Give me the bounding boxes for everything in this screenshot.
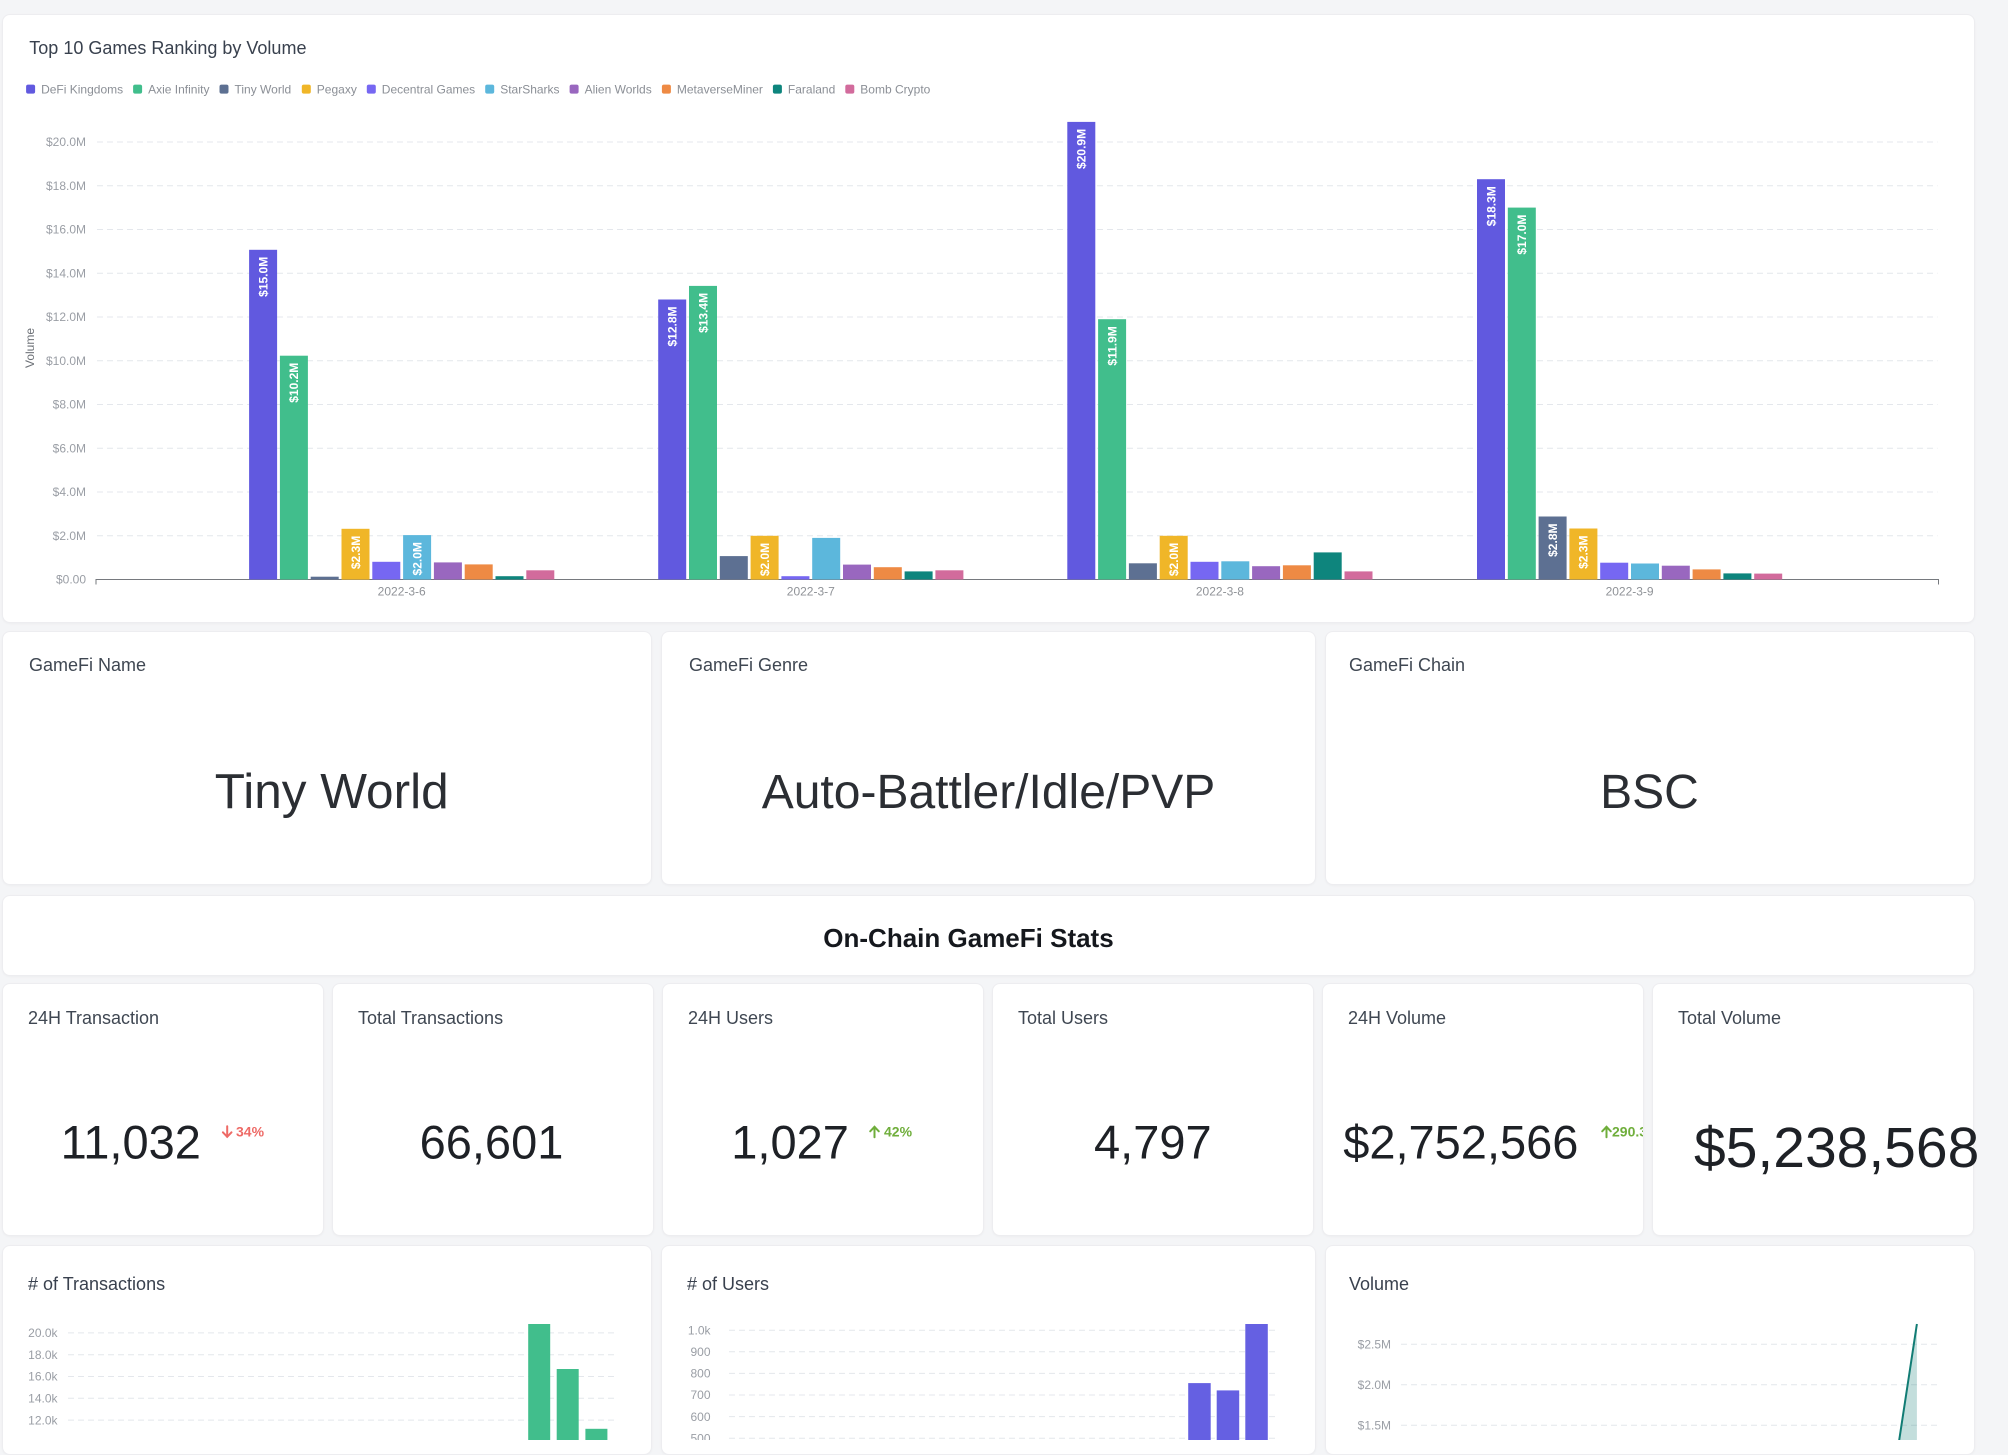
svg-text:Decentral Games: Decentral Games — [382, 83, 475, 97]
svg-text:290.3: 290.3 — [1612, 1123, 1647, 1139]
svg-text:24H Transaction: 24H Transaction — [28, 1008, 159, 1028]
svg-text:GameFi Name: GameFi Name — [29, 655, 146, 675]
svg-text:BSC: BSC — [1600, 766, 1699, 819]
svg-text:$12.8M: $12.8M — [666, 307, 680, 347]
svg-text:Alien Worlds: Alien Worlds — [585, 83, 652, 97]
svg-text:500: 500 — [690, 1431, 710, 1440]
svg-text:$18.0M: $18.0M — [46, 179, 86, 193]
svg-text:16.0k: 16.0k — [28, 1370, 58, 1384]
svg-text:$20.0M: $20.0M — [46, 135, 86, 149]
svg-text:$10.2M: $10.2M — [287, 363, 301, 403]
svg-text:$16.0M: $16.0M — [46, 223, 86, 237]
svg-text:$11.9M: $11.9M — [1105, 326, 1119, 365]
svg-text:2022-3-8: 2022-3-8 — [1196, 585, 1244, 599]
svg-text:Volume: Volume — [23, 328, 37, 368]
svg-text:$2.3M: $2.3M — [349, 536, 363, 569]
svg-text:18.0k: 18.0k — [28, 1348, 58, 1362]
svg-text:2022-3-7: 2022-3-7 — [787, 585, 835, 599]
svg-text:11,032: 11,032 — [61, 1116, 201, 1169]
svg-text:MetaverseMiner: MetaverseMiner — [677, 83, 763, 97]
svg-text:$8.0M: $8.0M — [53, 398, 86, 412]
svg-text:4,797: 4,797 — [1094, 1116, 1212, 1169]
svg-text:42%: 42% — [884, 1123, 913, 1139]
svg-text:$2,752,566: $2,752,566 — [1343, 1116, 1578, 1169]
svg-text:Volume: Volume — [1349, 1274, 1409, 1294]
svg-text:Top 10 Games Ranking by Volume: Top 10 Games Ranking by Volume — [29, 38, 306, 58]
svg-text:$2.0M: $2.0M — [1167, 543, 1181, 576]
svg-text:Tiny World: Tiny World — [235, 83, 292, 97]
svg-text:$17.0M: $17.0M — [1515, 215, 1529, 255]
svg-text:24H Users: 24H Users — [688, 1008, 773, 1028]
svg-text:$2.8M: $2.8M — [1546, 524, 1560, 557]
svg-text:900: 900 — [690, 1345, 710, 1359]
svg-text:34%: 34% — [236, 1123, 265, 1139]
svg-text:$5,238,568: $5,238,568 — [1694, 1116, 1979, 1180]
svg-text:On-Chain GameFi Stats: On-Chain GameFi Stats — [823, 923, 1113, 953]
svg-text:$15.0M: $15.0M — [256, 257, 270, 297]
svg-text:$2.0M: $2.0M — [758, 543, 772, 576]
svg-text:20.0k: 20.0k — [28, 1326, 58, 1340]
svg-text:$20.9M: $20.9M — [1075, 129, 1089, 169]
svg-text:StarSharks: StarSharks — [500, 83, 559, 97]
svg-text:12.0k: 12.0k — [28, 1413, 58, 1427]
svg-text:DeFi Kingdoms: DeFi Kingdoms — [41, 83, 123, 97]
svg-text:$13.4M: $13.4M — [696, 293, 710, 333]
svg-text:800: 800 — [690, 1367, 710, 1381]
svg-text:Total Volume: Total Volume — [1678, 1008, 1781, 1028]
svg-text:1,027: 1,027 — [731, 1116, 849, 1169]
svg-text:600: 600 — [690, 1410, 710, 1424]
svg-text:Total Users: Total Users — [1018, 1008, 1108, 1028]
svg-text:$2.0M: $2.0M — [410, 542, 424, 575]
svg-text:$2.0M: $2.0M — [53, 529, 86, 543]
svg-text:$2.5M: $2.5M — [1358, 1338, 1391, 1352]
svg-text:700: 700 — [690, 1388, 710, 1402]
svg-text:$2.3M: $2.3M — [1577, 536, 1591, 569]
svg-text:$1.5M: $1.5M — [1358, 1419, 1391, 1433]
svg-text:Bomb Crypto: Bomb Crypto — [860, 83, 930, 97]
svg-text:GameFi Genre: GameFi Genre — [689, 655, 808, 675]
svg-text:Tiny World: Tiny World — [215, 764, 449, 819]
svg-text:14.0k: 14.0k — [28, 1392, 58, 1406]
svg-text:Auto-Battler/Idle/PVP: Auto-Battler/Idle/PVP — [762, 766, 1216, 819]
svg-text:66,601: 66,601 — [420, 1116, 564, 1169]
svg-text:24H Volume: 24H Volume — [1348, 1008, 1446, 1028]
svg-text:$0.00: $0.00 — [56, 573, 86, 587]
svg-text:2022-3-9: 2022-3-9 — [1606, 585, 1654, 599]
svg-text:Axie Infinity: Axie Infinity — [148, 83, 209, 97]
svg-text:Total Transactions: Total Transactions — [358, 1008, 503, 1028]
svg-text:# of Users: # of Users — [687, 1274, 769, 1294]
svg-text:2022-3-6: 2022-3-6 — [378, 585, 426, 599]
svg-text:Faraland: Faraland — [788, 83, 835, 97]
svg-text:1.0k: 1.0k — [688, 1323, 712, 1337]
svg-text:GameFi Chain: GameFi Chain — [1349, 655, 1465, 675]
svg-text:$10.0M: $10.0M — [46, 354, 86, 368]
svg-text:$2.0M: $2.0M — [1358, 1378, 1391, 1392]
svg-text:Pegaxy: Pegaxy — [317, 83, 357, 97]
svg-text:$12.0M: $12.0M — [46, 310, 86, 324]
svg-text:$18.3M: $18.3M — [1484, 186, 1498, 226]
svg-text:$14.0M: $14.0M — [46, 266, 86, 280]
svg-text:$4.0M: $4.0M — [53, 485, 86, 499]
svg-text:# of Transactions: # of Transactions — [28, 1274, 165, 1294]
svg-text:$6.0M: $6.0M — [53, 441, 86, 455]
